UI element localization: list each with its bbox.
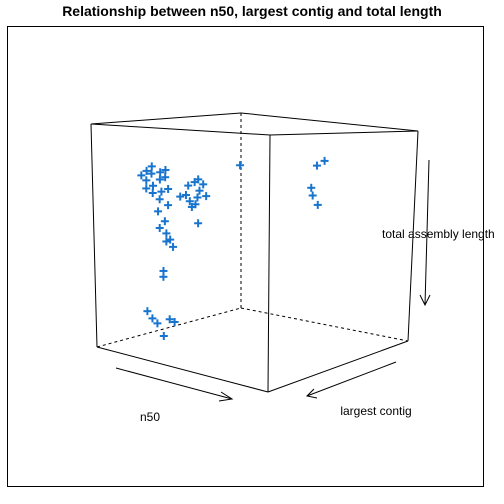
data-points [137, 156, 329, 341]
data-point [194, 175, 203, 184]
box-top-left-edge [90, 112, 242, 125]
chart-title: Relationship between n50, largest contig… [62, 3, 442, 19]
box-back-bottom-left-edge [96, 307, 242, 348]
axis-arrows [115, 159, 431, 402]
data-point [194, 219, 203, 228]
data-point [143, 307, 152, 316]
y-axis-label: largest contig [340, 404, 411, 418]
box-top-right-edge [240, 112, 419, 132]
x-axis-arrow [115, 367, 233, 400]
data-point [185, 197, 194, 206]
data-point [181, 191, 190, 200]
box-bottom-front-left-edge [96, 346, 269, 393]
data-point [161, 173, 170, 182]
data-point [199, 180, 208, 189]
data-point [159, 272, 168, 281]
data-point [159, 332, 168, 341]
box-bottom-front-right-edge [267, 340, 409, 393]
data-point [312, 161, 321, 170]
data-point [169, 242, 178, 251]
data-point [187, 202, 196, 211]
data-point [313, 200, 322, 209]
x-axis-label: n50 [140, 410, 160, 424]
data-point [307, 183, 316, 192]
box-back-edges [96, 113, 409, 348]
data-point [156, 168, 165, 177]
data-point [195, 186, 204, 195]
data-point [142, 166, 151, 175]
data-point [153, 319, 162, 328]
data-point [157, 187, 166, 196]
box-back-bottom-right-edge [240, 307, 409, 342]
box-front-edges [90, 112, 419, 393]
data-point [164, 184, 173, 193]
data-point [165, 315, 174, 324]
data-point [236, 161, 245, 170]
box-front-vertical-edge [267, 134, 271, 393]
z-axis-arrow [424, 159, 430, 306]
data-point [142, 176, 151, 185]
data-point [155, 175, 164, 184]
x-axis-arrowhead [218, 391, 234, 402]
box-right-vertical-edge [407, 130, 419, 342]
data-point [170, 318, 179, 326]
data-point [147, 162, 156, 171]
data-point [193, 193, 202, 202]
data-point [161, 165, 170, 174]
z-axis-arrowhead [419, 294, 431, 307]
y-axis-arrowhead [305, 388, 318, 399]
data-point [148, 314, 157, 323]
z-axis-label: total assembly length [382, 227, 495, 241]
data-point [308, 191, 317, 200]
data-point [162, 237, 171, 246]
data-point [155, 223, 164, 232]
data-point [147, 169, 156, 178]
box-left-vertical-edge [90, 123, 98, 348]
data-point [176, 192, 185, 201]
plot-frame [7, 26, 484, 487]
data-point [149, 181, 158, 190]
data-point [148, 189, 157, 198]
data-point [320, 156, 329, 165]
data-point [154, 207, 163, 216]
data-point [155, 195, 164, 204]
data-point [137, 171, 146, 180]
box-top-front-right-edge [269, 130, 419, 136]
data-point [160, 217, 169, 226]
data-point [162, 229, 171, 238]
data-point [202, 192, 211, 201]
data-point [164, 201, 173, 210]
box-top-front-left-edge [90, 123, 271, 136]
data-point [142, 184, 151, 193]
data-point [184, 181, 193, 190]
y-axis-arrow [306, 361, 397, 397]
